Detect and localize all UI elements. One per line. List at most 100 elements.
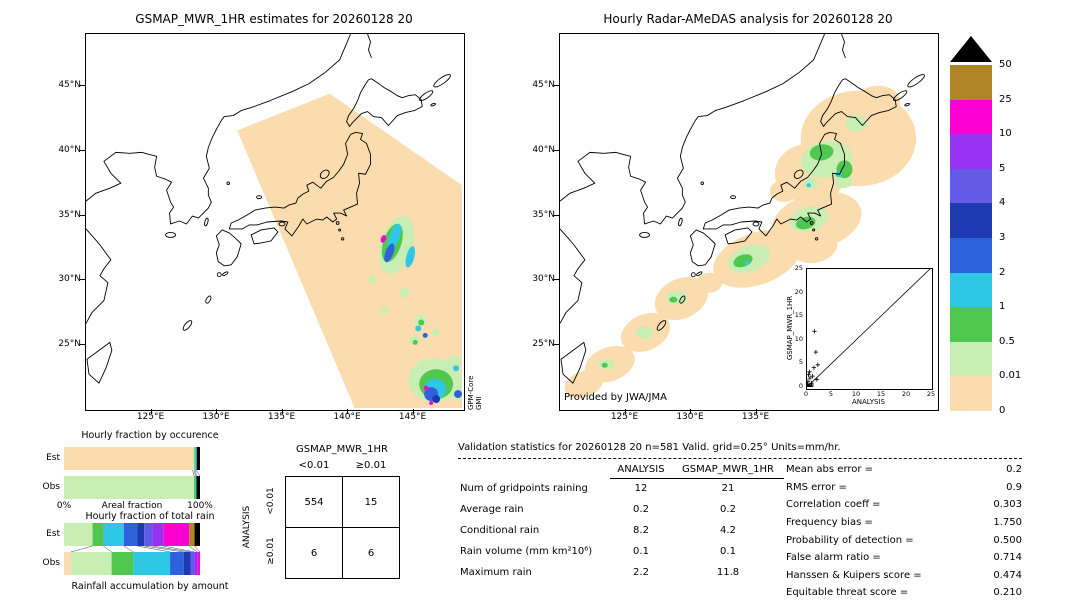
bar-segment	[144, 523, 153, 546]
bar-segment	[189, 523, 195, 546]
one-to-one-line	[807, 269, 930, 387]
left-map-lon-tick-label: 140°E	[333, 412, 361, 422]
stats-col-gsmap: GSMAP_MWR_1HR	[672, 462, 784, 479]
amount-chart-title: Hourly fraction of total rain	[85, 511, 215, 522]
stats-cell: 2.2	[633, 567, 649, 578]
inset-y-tick-label: 20	[794, 287, 803, 296]
bar-segment	[192, 447, 195, 470]
bar-segment	[64, 447, 193, 470]
gpm-swath-polygon	[237, 93, 462, 408]
stats-row: Num of gridpoints raining 12 21	[460, 478, 784, 499]
bar-segment	[170, 552, 184, 575]
contingency-col-header-lt: <0.01	[298, 460, 330, 471]
contingency-cell: 6	[342, 527, 399, 578]
bar-segment	[195, 476, 197, 499]
stats-cell: 11.8	[716, 567, 740, 578]
metric-row: RMS error = 0.9	[786, 479, 1022, 497]
colorbar-segment	[950, 134, 992, 169]
colorbar-segment	[950, 341, 992, 377]
sensor-instrument: GMI	[475, 396, 483, 410]
contingency-cell: 6	[286, 527, 342, 578]
bar-segment	[183, 552, 191, 575]
inset-y-tick-label: 25	[794, 264, 803, 272]
amount-est-label: Est	[46, 529, 60, 539]
stats-cell: 21	[721, 483, 735, 494]
inset-x-axis-label: ANALYSIS	[851, 398, 885, 406]
bar-connector	[103, 545, 112, 553]
inset-x-tick-label: 25	[926, 390, 936, 398]
stats-cell: 4.2	[720, 525, 736, 536]
left-map-lat-tick-label: 25°N	[58, 339, 81, 350]
contingency-row-header-lt: <0.01	[266, 487, 276, 515]
metric-label: RMS error =	[786, 481, 847, 493]
contingency-col-header-ge: ≥0.01	[355, 460, 387, 471]
colorbar-tick-label: 0	[999, 405, 1006, 416]
left-map-lat-tick-label: 35°N	[58, 209, 81, 220]
metric-value: 0.210	[993, 587, 1022, 599]
stats-cell: Maximum rain	[460, 567, 532, 578]
axis-tick	[80, 279, 85, 281]
bar-segment	[196, 447, 200, 470]
contingency-title: GSMAP_MWR_1HR	[296, 444, 388, 455]
axis-tick	[412, 409, 414, 414]
metric-row: Hanssen & Kuipers score = 0.474	[786, 567, 1022, 585]
colorbar-tick-label: 0.5	[999, 335, 1015, 347]
metric-label: Frequency bias =	[786, 517, 873, 529]
metric-label: False alarm ratio =	[786, 552, 881, 564]
colorbar-tick-label: 50	[999, 59, 1012, 70]
stats-table: ANALYSIS GSMAP_MWR_1HR Num of gridpoints…	[460, 462, 784, 583]
right-map-title: Hourly Radar-AMeDAS analysis for 2026012…	[603, 12, 893, 26]
stats-cell: 12	[634, 483, 648, 494]
stats-title: Validation statistics for 20260128 20 n=…	[458, 442, 841, 453]
occurrence-x-max: 100%	[187, 501, 213, 511]
axis-tick	[150, 409, 152, 414]
right-map-lon-tick-label: 130°E	[676, 412, 704, 422]
left-map-lon-tick-label: 135°E	[267, 412, 296, 422]
stats-cell: Rain volume (mm km²10⁶)	[460, 546, 593, 557]
axis-tick	[554, 344, 559, 346]
stats-divider	[458, 458, 1022, 459]
colorbar-tick-label: 25	[999, 93, 1012, 105]
bar-segment	[190, 552, 195, 575]
colorbar-segment	[950, 376, 992, 411]
bar-connector	[123, 545, 134, 553]
inset-canvas	[807, 269, 930, 387]
bar-segment	[196, 447, 197, 470]
bar-segment	[194, 552, 198, 575]
colorbar-segment	[950, 65, 992, 100]
bar-segment	[196, 476, 200, 499]
colorbar-overflow-triangle	[950, 36, 992, 62]
stats-row: Rain volume (mm km²10⁶) 0.1 0.1	[460, 541, 784, 562]
contingency-side-label: ANALYSIS	[242, 505, 252, 549]
axis-tick	[80, 149, 85, 151]
stats-cell: Num of gridpoints raining	[460, 483, 588, 494]
bar-connector	[144, 545, 184, 553]
metric-value: 0.474	[993, 569, 1022, 581]
bar-connector	[195, 469, 197, 477]
metric-label: Hanssen & Kuipers score =	[786, 569, 922, 581]
left-map-lat-tick-label: 40°N	[58, 144, 81, 155]
metric-value: 1.750	[993, 517, 1022, 529]
colorbar-segment	[950, 307, 992, 342]
right-map: Provided by JWA/JMA ANALYSIS GSMAP_MWR_1…	[559, 33, 939, 411]
bar-segment	[152, 523, 164, 546]
occurrence-bars	[64, 447, 200, 499]
metric-value: 0.500	[993, 534, 1022, 546]
axis-tick	[80, 344, 85, 346]
stats-cell: 0.1	[720, 546, 736, 557]
axis-tick	[80, 214, 85, 216]
sensor-name: GPM-Core	[467, 375, 475, 410]
axis-tick	[690, 409, 691, 414]
stats-row: Average rain 0.2 0.2	[460, 499, 784, 520]
stats-cell: 8.2	[633, 525, 649, 536]
axis-tick	[281, 409, 283, 414]
swath-sensor-label: GPM-Core GMI	[467, 356, 483, 410]
metric-label: Probability of detection =	[786, 534, 914, 546]
bar-segment	[64, 476, 195, 499]
bar-connector	[188, 545, 198, 553]
left-map-lat-tick-label: 45°N	[58, 79, 81, 90]
axis-tick	[347, 409, 348, 414]
bar-segment	[64, 523, 93, 546]
bar-connector	[137, 545, 171, 553]
axis-tick	[554, 149, 559, 151]
